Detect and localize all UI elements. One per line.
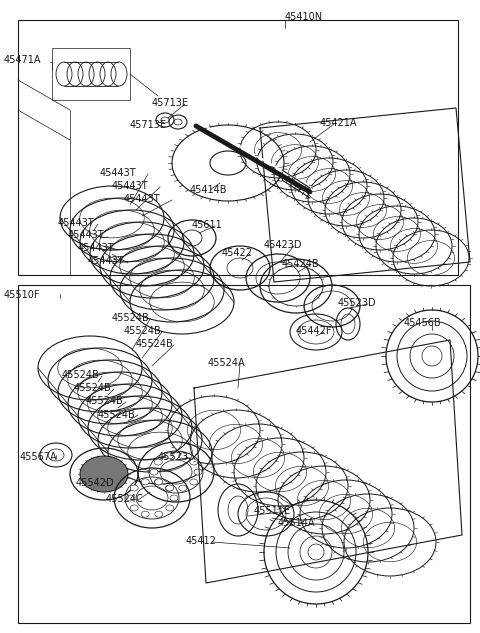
Ellipse shape <box>154 479 162 485</box>
Ellipse shape <box>166 485 174 491</box>
Text: 45524B: 45524B <box>112 313 150 323</box>
Ellipse shape <box>155 479 163 485</box>
Text: 45424B: 45424B <box>282 259 320 269</box>
Text: 45471A: 45471A <box>4 55 41 65</box>
Text: 45524B: 45524B <box>98 410 136 420</box>
Bar <box>18 20 458 275</box>
Text: 45443T: 45443T <box>100 168 137 178</box>
Ellipse shape <box>155 511 163 517</box>
Text: 45524B: 45524B <box>74 383 112 393</box>
Text: 45524B: 45524B <box>136 339 174 349</box>
Ellipse shape <box>179 453 187 459</box>
Text: 45511E: 45511E <box>254 506 291 516</box>
Text: 45523: 45523 <box>158 452 189 462</box>
Text: 45443T: 45443T <box>88 256 125 266</box>
Text: 45422: 45422 <box>222 248 253 258</box>
Ellipse shape <box>170 495 178 501</box>
Ellipse shape <box>150 469 158 475</box>
Text: 45421A: 45421A <box>320 118 358 128</box>
Text: 45423D: 45423D <box>264 240 302 250</box>
Text: 45412: 45412 <box>186 536 217 546</box>
Text: 45414B: 45414B <box>190 185 228 195</box>
Text: 45524B: 45524B <box>86 396 124 406</box>
Text: 45524A: 45524A <box>208 358 246 368</box>
Ellipse shape <box>165 485 173 491</box>
Text: 45443T: 45443T <box>58 218 95 228</box>
Text: 45713E: 45713E <box>152 98 189 108</box>
Text: 45443T: 45443T <box>124 194 161 204</box>
Text: 45443T: 45443T <box>78 243 115 253</box>
Text: 45523D: 45523D <box>338 298 377 308</box>
Bar <box>52 48 130 100</box>
Text: 45443T: 45443T <box>112 181 149 191</box>
Text: 45567A: 45567A <box>20 452 58 462</box>
Text: 45443T: 45443T <box>68 230 105 240</box>
Text: 45510F: 45510F <box>4 290 40 300</box>
Ellipse shape <box>130 505 138 511</box>
Text: 45524C: 45524C <box>106 494 144 504</box>
Ellipse shape <box>179 485 187 491</box>
Text: 45442F: 45442F <box>296 326 333 336</box>
Ellipse shape <box>141 479 149 485</box>
Ellipse shape <box>165 453 173 459</box>
Text: 45713E: 45713E <box>130 120 167 130</box>
Ellipse shape <box>126 495 134 501</box>
Text: 45542D: 45542D <box>76 478 115 488</box>
Ellipse shape <box>80 456 128 492</box>
Text: 45456B: 45456B <box>404 318 442 328</box>
Ellipse shape <box>190 459 198 465</box>
Ellipse shape <box>130 485 138 491</box>
Text: 45514A: 45514A <box>278 518 315 528</box>
Ellipse shape <box>190 479 198 485</box>
Text: 45410N: 45410N <box>285 12 323 22</box>
Ellipse shape <box>141 511 149 517</box>
Text: 45524B: 45524B <box>62 370 100 380</box>
Ellipse shape <box>154 459 162 465</box>
Text: 45611: 45611 <box>192 220 223 230</box>
Text: 45524B: 45524B <box>124 326 162 336</box>
Ellipse shape <box>194 469 202 475</box>
Ellipse shape <box>166 505 174 511</box>
Bar <box>18 285 470 623</box>
